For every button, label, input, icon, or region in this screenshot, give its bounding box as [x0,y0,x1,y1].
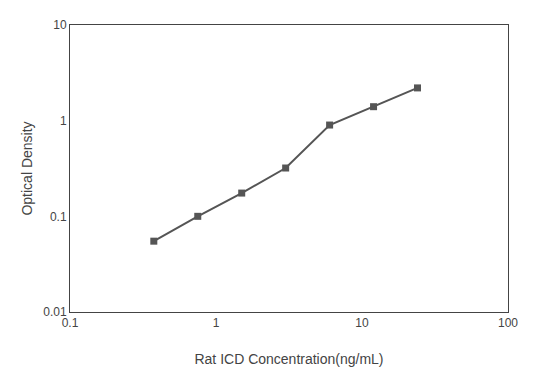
svg-text:10: 10 [355,316,369,330]
svg-text:1: 1 [213,316,220,330]
svg-text:100: 100 [498,316,518,330]
svg-text:0.1: 0.1 [62,316,79,330]
svg-text:10: 10 [53,18,67,32]
svg-text:0.1: 0.1 [50,210,67,224]
svg-text:Rat ICD Concentration(ng/mL): Rat ICD Concentration(ng/mL) [194,351,383,367]
svg-text:0.01: 0.01 [43,305,67,319]
svg-text:1: 1 [60,114,67,128]
svg-text:Optical Density: Optical Density [19,121,35,215]
